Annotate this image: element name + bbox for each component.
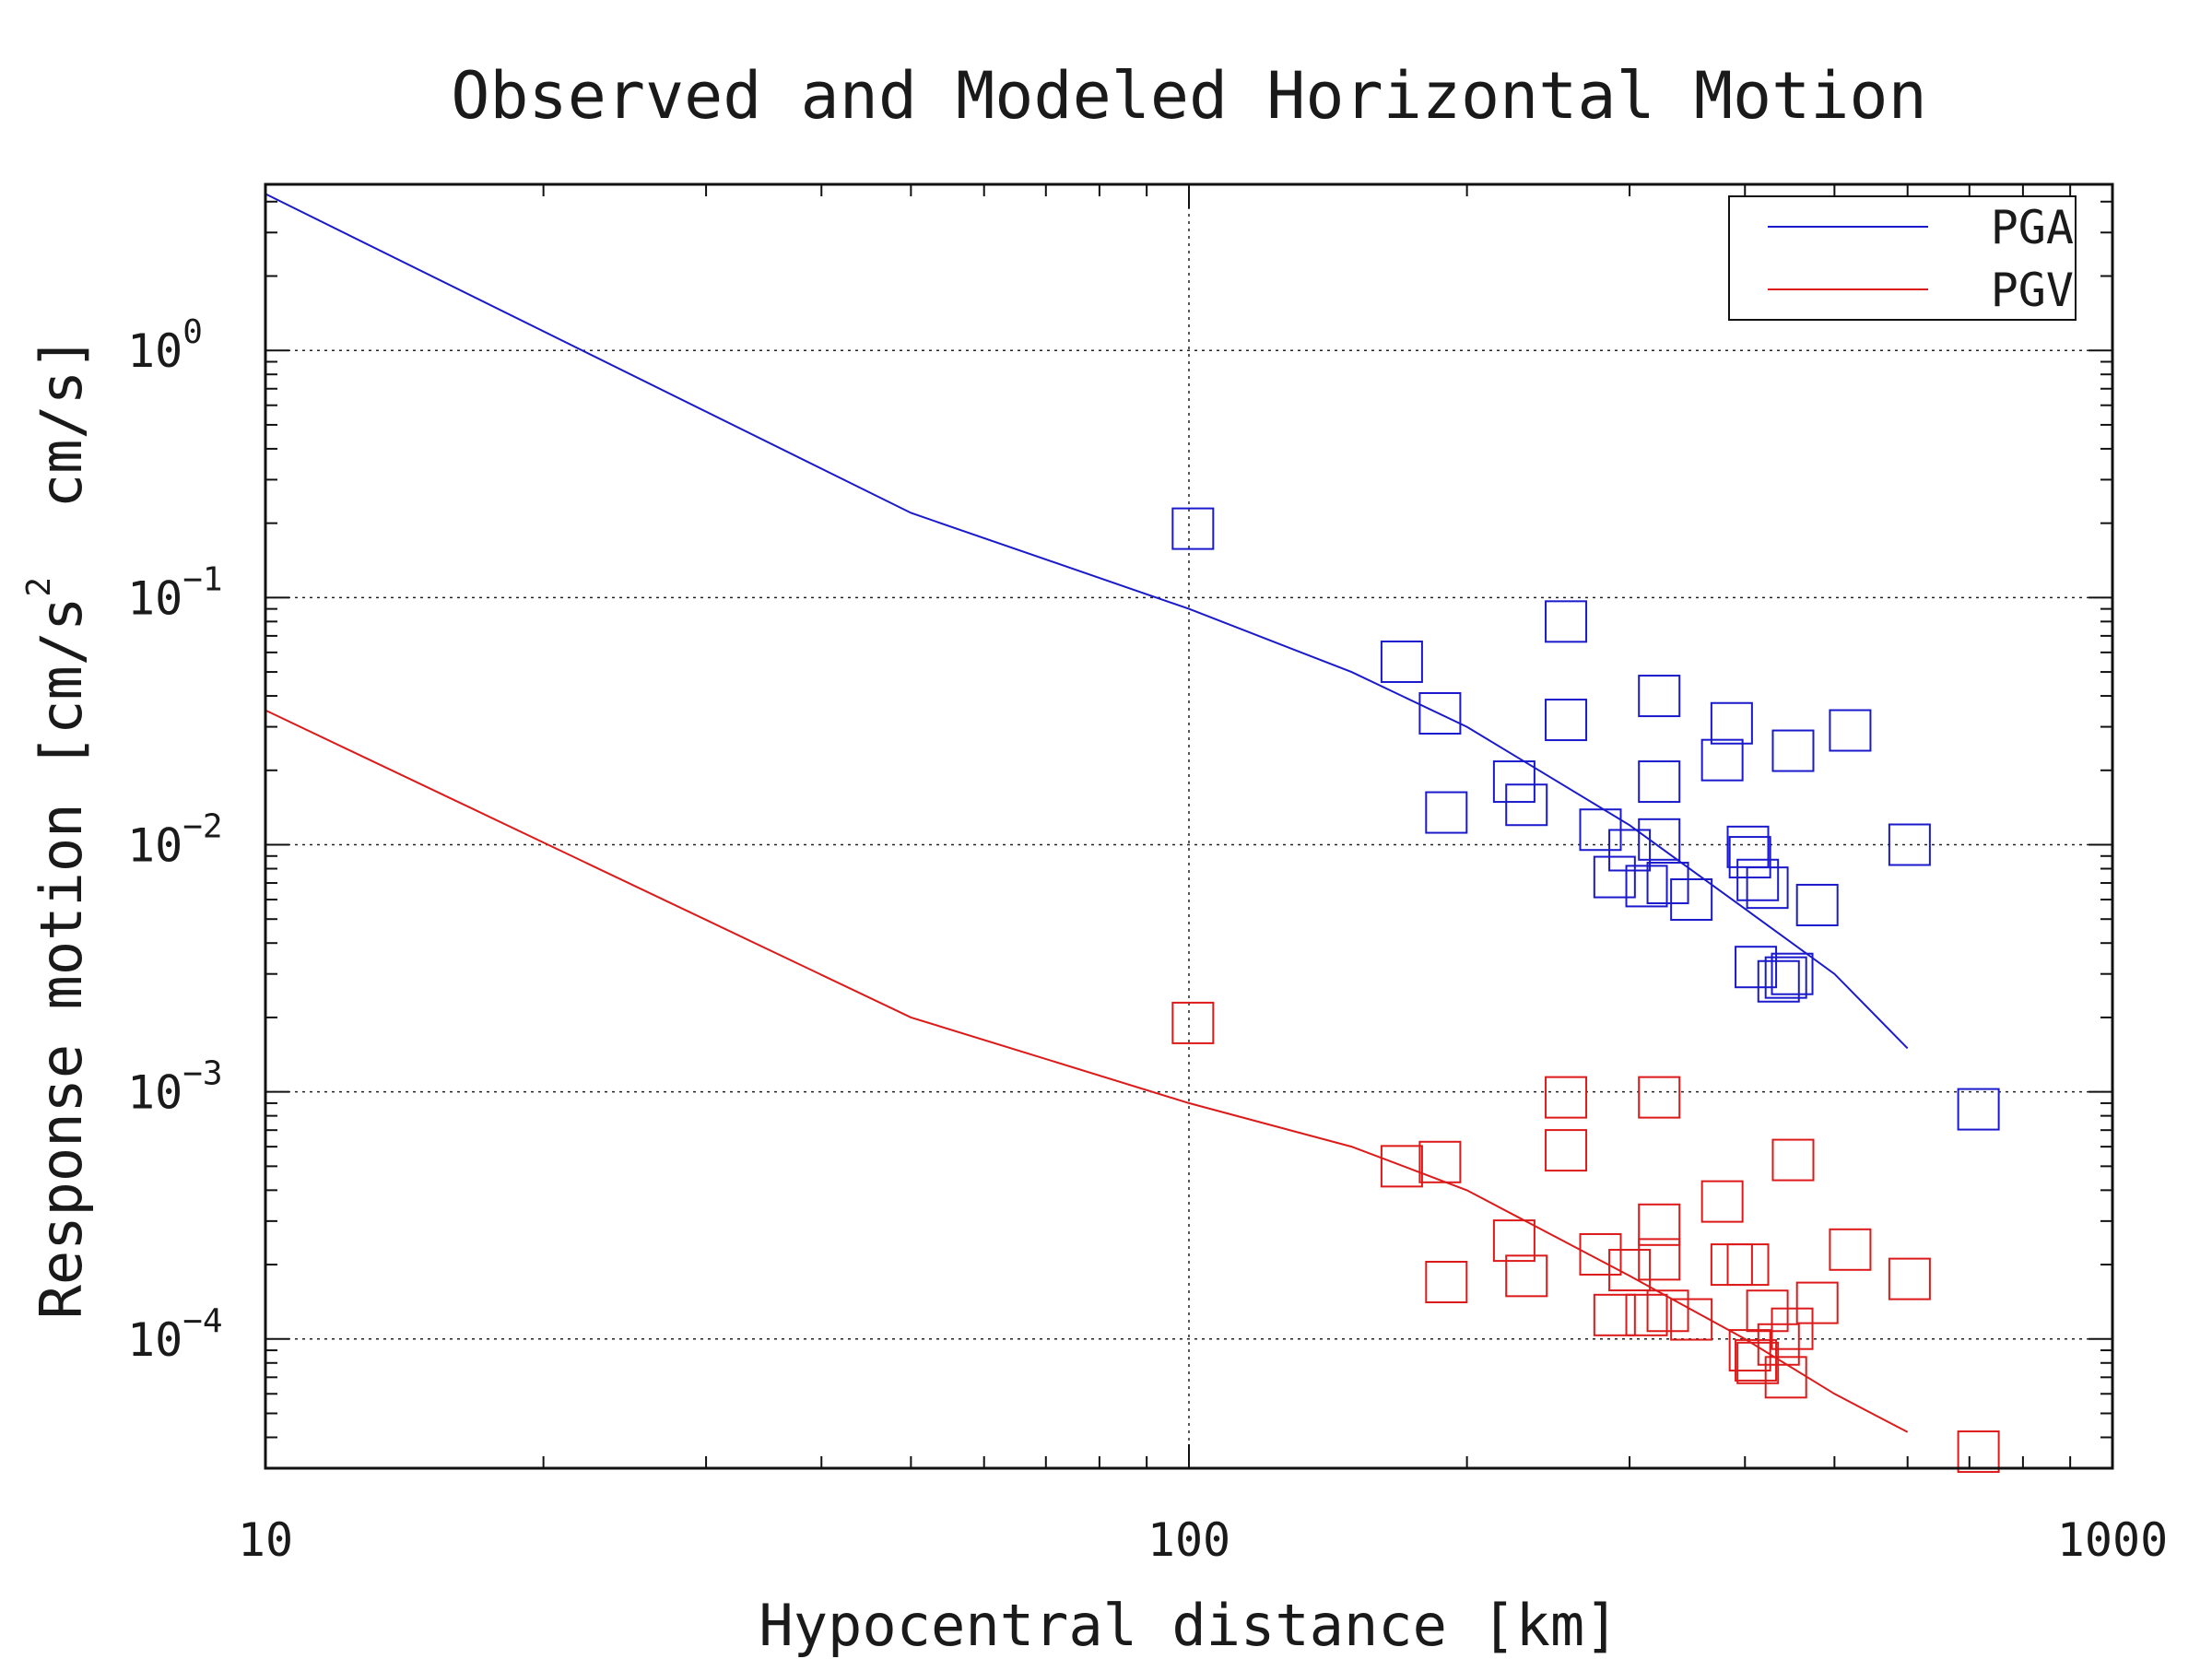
legend-label-pgv: PGV [1991,264,2074,317]
pga-observed-point [1418,691,1462,735]
model-lines [265,193,1909,1433]
pgv-observed-point [1735,1338,1778,1382]
pgv-observed-point [1418,1140,1462,1183]
pgv-observed-point [1700,1180,1744,1223]
pga-observed-point [1545,600,1588,643]
pga-observed-point [1625,865,1668,908]
pga-observed-point [1957,1088,2000,1131]
pgv-observed-point [1829,1228,1872,1271]
pga-observed-point [1425,791,1468,834]
pgv-observed-point [1505,1254,1548,1298]
y-axis-label: Response motion [cm/s2 cm/s] [20,336,95,1320]
pga-observed-point [1670,877,1713,921]
pgv-observed-point [1380,1145,1423,1188]
pgv-observed-point [1545,1076,1588,1119]
y-tick-label: 10−2 [127,808,223,873]
y-tick-label: 100 [127,313,203,378]
pga-observed-point [1492,760,1535,804]
pgv-observed-point [1608,1249,1652,1292]
pga-observed-point [1829,709,1872,752]
pga-observed-point [1771,952,1814,995]
pga-observed-point [1638,675,1681,718]
y-tick-base: 10 [127,571,182,625]
y-tick-label: 10−1 [127,560,223,625]
pga-observed-point [1380,640,1423,683]
y-axis-label-sup: 2 [20,577,58,597]
x-tick-label: 1000 [2057,1513,2168,1567]
pgv-observed-point [1888,1257,1931,1300]
pga-observed-point [1545,699,1588,742]
pgv-observed-point [1593,1293,1636,1336]
pga-observed-point [1710,701,1753,745]
y-tick-base: 10 [127,324,182,378]
pga-observed-point [1795,883,1839,926]
pga-observed-point [1700,738,1744,782]
y-tick-exponent: 0 [182,313,203,351]
pgv-observed-point [1757,1323,1800,1366]
pgv-observed-point [1638,1076,1681,1119]
y-tick-label: 10−4 [127,1302,223,1367]
y-tick-base: 10 [127,819,182,873]
x-axis: 10 100 1000 [238,184,2168,1567]
pgv-observed-point [1625,1293,1668,1336]
y-tick-exponent: −1 [182,560,222,598]
pga-observed-point [1171,507,1215,550]
pgv-observed-point [1171,1001,1215,1044]
pgv-observed-point [1726,1243,1770,1287]
pga-observed-point [1888,823,1931,866]
pgv-observed-point [1638,1203,1681,1246]
pgv-observed-point [1728,1329,1771,1372]
pgv-observed-point [1579,1232,1622,1276]
x-tick-label: 100 [1147,1513,1230,1567]
y-tick-exponent: −3 [182,1055,222,1093]
y-tick-label: 10−3 [127,1055,223,1120]
y-tick-base: 10 [127,1313,182,1367]
pga-observed-point [1728,836,1771,879]
pgv-observed-point [1746,1289,1789,1333]
pgv-observed-point [1771,1307,1814,1350]
pgv-observed-point [1710,1243,1753,1287]
pgv-observed-point [1670,1298,1713,1341]
legend: PGA PGV [1728,195,2077,321]
pga-observed-point [1638,760,1681,804]
legend-label-pga: PGA [1991,201,2074,254]
grid [265,184,2112,1468]
pga-observed-point [1608,829,1652,872]
pgv-observed-point [1771,1138,1815,1182]
pga-observed-point [1764,956,1807,999]
y-axis-label-suffix: cm/s] [28,336,95,577]
x-axis-label: Hypocentral distance [km] [759,1592,1618,1659]
y-tick-exponent: −4 [182,1302,222,1340]
y-tick-exponent: −2 [182,808,222,846]
pgv-observed-point [1425,1261,1468,1303]
y-tick-base: 10 [127,1066,182,1120]
y-axis-label-prefix: Response motion [cm/s [28,597,95,1320]
pga-observed-point [1646,862,1689,905]
pgv-observed-point [1492,1219,1535,1263]
legend-box [1728,195,2077,321]
x-tick-label: 10 [238,1513,293,1567]
observed-points [1171,507,2000,1474]
pga-observed-point [1736,858,1780,901]
pgv-observed-point [1764,1356,1807,1399]
pga-observed-point [1505,783,1548,827]
model-line-pga [265,193,1909,1050]
pgv-observed-point [1957,1430,2000,1474]
model-line-pgv [265,709,1909,1433]
pga-observed-point [1735,946,1778,989]
pgv-observed-point [1795,1281,1839,1324]
plot-frame [264,182,2114,1470]
pgv-observed-point [1638,1238,1681,1281]
pgv-observed-point [1545,1129,1588,1172]
pgv-observed-point [1646,1289,1689,1333]
pga-observed-point [1757,959,1800,1003]
pga-observed-point [1746,866,1789,910]
pga-observed-point [1726,825,1770,868]
chart-title: Observed and Modeled Horizontal Motion [451,58,1926,134]
pga-observed-point [1593,855,1636,899]
pga-observed-point [1638,818,1681,861]
pga-observed-point [1771,729,1815,772]
